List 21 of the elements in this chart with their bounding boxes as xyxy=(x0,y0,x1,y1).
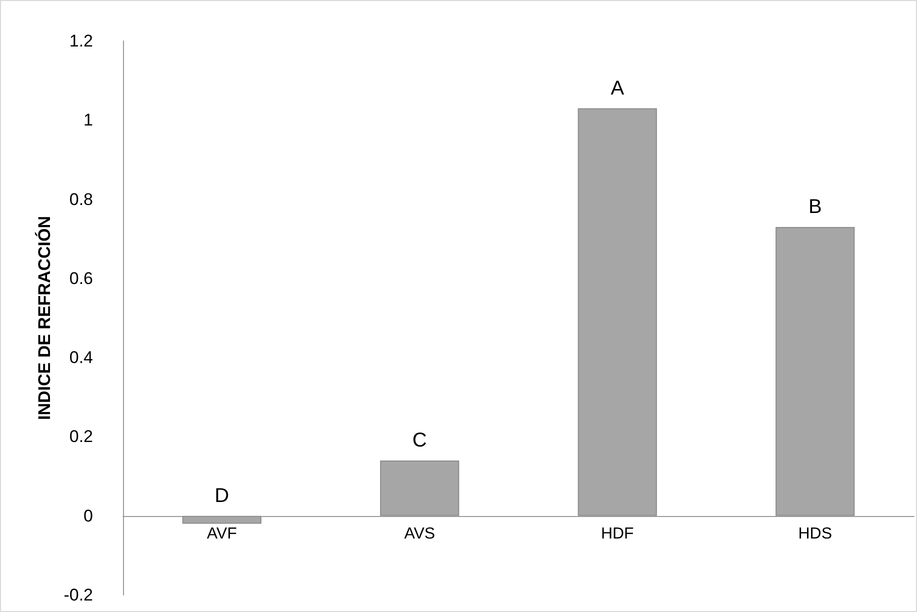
x-tick-label: AVS xyxy=(404,525,436,542)
y-tick-label: 1 xyxy=(84,110,93,130)
data-label: B xyxy=(808,196,822,218)
y-axis-title: INDICE DE REFRACCIÓN xyxy=(34,216,54,420)
x-tick-label: AVF xyxy=(206,525,238,542)
bar xyxy=(380,460,460,516)
y-tick-label: 1.2 xyxy=(69,32,93,50)
y-tick-label: -0.2 xyxy=(64,586,93,604)
data-label: C xyxy=(412,429,427,452)
y-tick-label: 0.4 xyxy=(69,348,93,368)
x-tick-label: HDF xyxy=(600,525,634,542)
y-tick-label: 0.8 xyxy=(69,190,93,209)
bar xyxy=(578,108,657,516)
y-tick-label: 0.2 xyxy=(69,427,93,446)
y-tick-label: 0 xyxy=(84,506,93,526)
y-tick-label: 0.6 xyxy=(69,268,93,288)
bar xyxy=(182,516,262,524)
bar xyxy=(776,226,855,516)
x-tick-label: HDS xyxy=(798,525,832,542)
data-label: A xyxy=(610,77,625,100)
data-label: D xyxy=(214,484,230,507)
